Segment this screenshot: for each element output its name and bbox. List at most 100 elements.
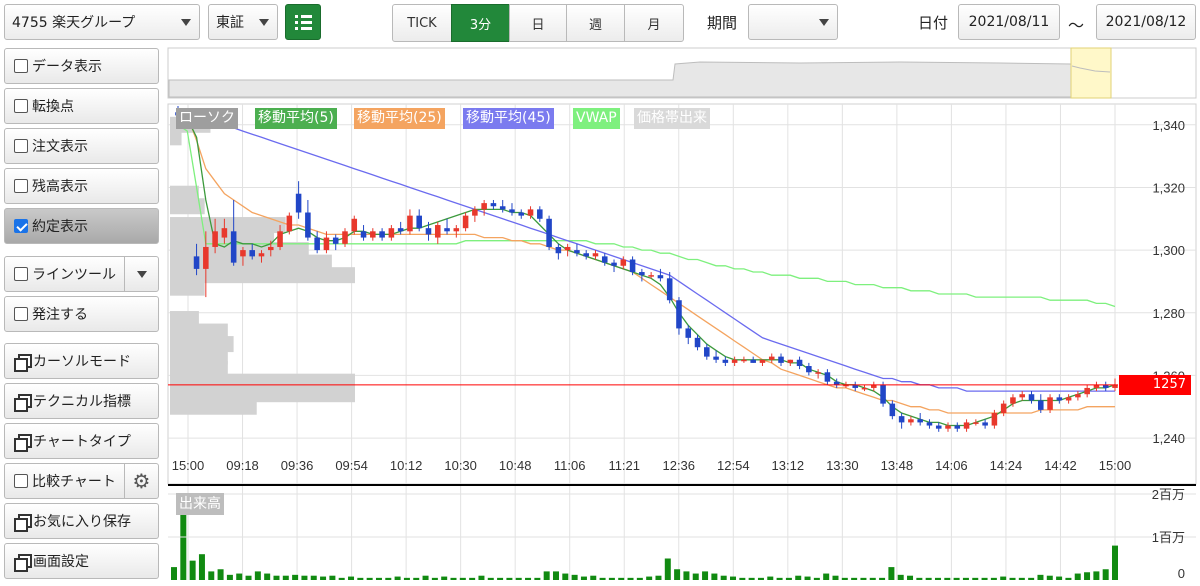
toggle-line-tool[interactable]: ラインツール [4,256,159,292]
volume-bar [813,577,820,580]
legend-vwap[interactable]: VWAP [573,108,620,129]
volume-bar [590,575,597,580]
legend-ma45[interactable]: 移動平均(45) [463,108,554,129]
x-tick-label: 10:12 [390,458,423,473]
technical-indicators-button[interactable]: テクニカル指標 [4,383,159,419]
candle-body [639,272,645,276]
date-from-input[interactable]: 2021/08/11 [958,4,1060,40]
toggle-data-display[interactable]: データ表示 [4,48,159,84]
window-icon [14,353,32,372]
line-tool-dropdown[interactable] [124,257,158,291]
candle-body [564,246,571,251]
period-tab-3min[interactable]: 3分 [451,4,510,42]
candle-body [871,384,877,388]
candle-body [806,366,812,373]
volume-bar [608,577,615,580]
volume-bar [534,577,541,580]
toggle-order-display[interactable]: 注文表示 [4,128,159,164]
volume-bar [702,571,709,580]
candle-body [379,231,385,238]
toggle-balance-display[interactable]: 残高表示 [4,168,159,204]
period-tab-month[interactable]: 月 [624,4,684,42]
candle-body [277,231,283,247]
legend-price-volume[interactable]: 価格帯出来 [634,108,710,129]
toggle-execution-display[interactable]: 約定表示 [4,208,159,244]
candle-body [397,228,404,232]
x-tick-label: 13:30 [826,458,859,473]
volume-bar [664,558,671,580]
candle-body [267,246,274,251]
volume-bar [757,577,764,580]
toggle-turning-points[interactable]: 転換点 [4,88,159,124]
legend-candlestick[interactable]: ローソク [176,108,238,129]
market-select[interactable]: 東証 [208,4,278,40]
volume-bar [674,569,681,580]
range-select[interactable] [748,4,838,40]
candle-body [527,209,534,216]
volume-axis: 2百万 1百万 0 [168,487,1196,581]
candle-body [1075,394,1081,398]
candle-body [1056,397,1063,401]
volume-bar [441,576,448,580]
candle-body [601,256,608,263]
save-favorite-button[interactable]: お気に入り保存 [4,503,159,539]
list-view-button[interactable] [285,4,321,40]
overview-navigator[interactable] [167,47,1197,99]
candle-body [1028,394,1035,401]
volume-bar [217,569,224,580]
volume-profile-bar [170,217,286,234]
legend-ma25[interactable]: 移動平均(25) [354,108,445,129]
volume-profile-bar [170,361,228,378]
volume-bar [431,577,438,580]
volume-bar [823,573,830,580]
volume-bar [655,575,662,580]
x-tick-label: 12:36 [662,458,695,473]
screen-settings-button[interactable]: 画面設定 [4,543,159,579]
volume-bar [962,577,969,580]
legend-ma5[interactable]: 移動平均(5) [255,108,337,129]
candle-body [833,381,840,385]
gear-icon[interactable]: ⚙ [124,464,158,498]
volume-bar [1102,569,1109,580]
volume-bar [981,577,988,580]
toggle-compare-chart[interactable]: 比較チャート ⚙ [4,463,159,499]
candle-body [657,275,664,279]
volume-bar [599,577,606,580]
ma25-line [177,111,1115,414]
chart-type-button[interactable]: チャートタイプ [4,423,159,459]
volume-bar [907,575,914,580]
candle-body [908,419,914,423]
date-separator: ～ [1068,16,1085,35]
volume-bar [375,577,382,580]
candle-body [1102,384,1109,388]
volume-bar [198,554,205,580]
volume-bar [692,573,699,580]
candle-body [453,228,460,232]
volume-bar [357,577,364,580]
candle-body [648,275,654,277]
period-tab-week[interactable]: 週 [566,4,625,42]
toggle-place-order[interactable]: 発注する [4,296,159,332]
period-tab-tick[interactable]: TICK [392,4,452,42]
cursor-mode-button[interactable]: カーソルモード [4,343,159,379]
date-to-input[interactable]: 2021/08/12 [1096,4,1196,40]
y-tick-label: 1,320 [1152,180,1185,195]
candle-body [388,228,395,238]
checkbox-icon [14,267,28,281]
overview-selection[interactable] [1070,47,1112,99]
volume-bar [394,576,401,580]
volume-bar [804,576,811,580]
volume-bar [571,574,578,580]
y-tick-label: 1,280 [1152,306,1185,321]
current-price-tag: 1257 [1119,374,1191,395]
candle-body [889,403,896,417]
period-tab-day[interactable]: 日 [509,4,567,42]
candle-body [314,237,320,251]
volume-bar [189,560,196,580]
time-axis: 15:00 09:18 09:36 09:54 10:12 10:30 10:48 11:06… [172,458,1132,473]
stock-select[interactable]: 4755 楽天グループ [4,4,200,40]
candle-body [212,231,218,247]
candle-body [592,253,599,257]
volume-bar [1028,577,1035,580]
